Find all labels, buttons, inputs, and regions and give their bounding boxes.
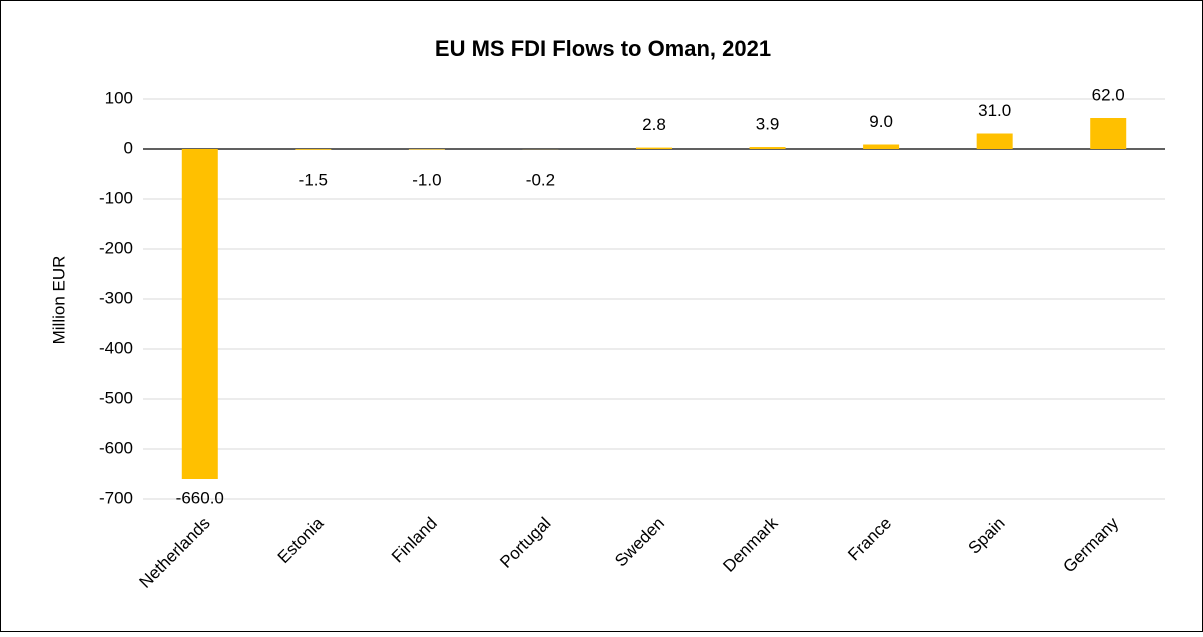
data-label: 31.0: [978, 101, 1011, 120]
y-tick-label: 0: [124, 138, 133, 157]
y-tick-label: -200: [99, 238, 133, 257]
y-tick-label: -500: [99, 388, 133, 407]
bar: [863, 145, 899, 150]
y-axis-title: Million EUR: [49, 256, 68, 345]
bar: [636, 148, 672, 149]
y-tick-label: -300: [99, 288, 133, 307]
bar: [182, 149, 218, 479]
bar: [1090, 118, 1126, 149]
y-tick-label: 100: [105, 88, 133, 107]
bar: [750, 147, 786, 149]
y-tick-label: -100: [99, 188, 133, 207]
y-tick-label: -700: [99, 488, 133, 507]
y-tick-label: -400: [99, 338, 133, 357]
data-label: -1.5: [299, 170, 328, 189]
data-label: 9.0: [869, 112, 893, 131]
bar: [409, 149, 445, 150]
data-label: 62.0: [1092, 85, 1125, 104]
data-label: -0.2: [526, 170, 555, 189]
data-label: 3.9: [756, 115, 780, 134]
data-label: -1.0: [412, 170, 441, 189]
y-tick-label: -600: [99, 438, 133, 457]
data-label: -660.0: [176, 488, 224, 507]
chart-title: EU MS FDI Flows to Oman, 2021: [435, 36, 771, 61]
bar: [295, 149, 331, 150]
bar: [977, 134, 1013, 150]
data-label: 2.8: [642, 115, 666, 134]
